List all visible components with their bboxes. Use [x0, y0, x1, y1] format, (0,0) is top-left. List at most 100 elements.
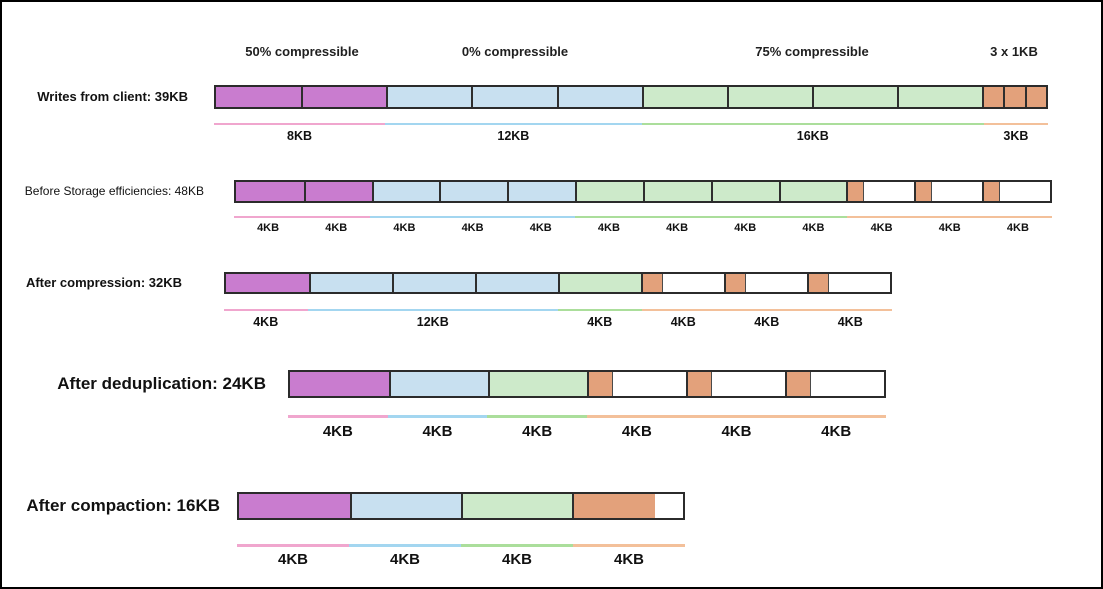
- size-label-writes-from-client: 8KB: [287, 129, 313, 143]
- block-white: [661, 274, 724, 292]
- underline-segment-pink: [214, 123, 386, 125]
- size-label-before-storage-efficiencies: 4KB: [529, 222, 552, 234]
- underline-segment-orange: [641, 309, 892, 311]
- size-label-before-storage-efficiencies: 4KB: [666, 222, 689, 234]
- row-label-before-storage-efficiencies: Before Storage efficiencies: 48KB: [24, 184, 204, 198]
- row-label-after-compression: After compression: 32KB: [25, 275, 182, 290]
- block-blue: [556, 87, 642, 107]
- size-label-before-storage-efficiencies: 4KB: [461, 222, 484, 234]
- block-orange: [572, 494, 656, 518]
- size-label-after-compaction: 4KB: [389, 551, 420, 568]
- size-label-after-deduplication: 4KB: [721, 423, 752, 440]
- block-orange: [1003, 87, 1025, 107]
- block-green: [726, 87, 812, 107]
- size-label-before-storage-efficiencies: 4KB: [802, 222, 825, 234]
- underline-segment-blue: [307, 309, 558, 311]
- size-label-before-storage-efficiencies: 4KB: [938, 222, 961, 234]
- block-green: [488, 372, 587, 396]
- size-label-before-storage-efficiencies: 4KB: [734, 222, 757, 234]
- underline-segment-green: [487, 415, 587, 418]
- bar-after-deduplication: [288, 370, 886, 398]
- block-blue: [475, 274, 558, 292]
- size-label-after-deduplication: 4KB: [422, 423, 453, 440]
- block-blue: [386, 87, 472, 107]
- size-label-before-storage-efficiencies: 4KB: [393, 222, 416, 234]
- block-white: [999, 182, 1050, 201]
- block-orange: [982, 87, 1004, 107]
- block-green: [641, 87, 727, 107]
- size-label-after-compression: 4KB: [253, 315, 279, 329]
- underline-segment-pink: [224, 309, 308, 311]
- size-label-after-compression: 4KB: [670, 315, 696, 329]
- size-label-after-compaction: 4KB: [277, 551, 308, 568]
- size-label-after-compression: 4KB: [754, 315, 780, 329]
- block-purple: [239, 494, 350, 518]
- underline-segment-orange: [586, 415, 886, 418]
- underline-after-deduplication: [288, 415, 886, 418]
- block-green: [642, 182, 711, 201]
- header-50-compressible: 50% compressible: [245, 44, 359, 59]
- block-white: [931, 182, 983, 201]
- block-orange: [846, 182, 864, 201]
- header-75-compressible: 75% compressible: [755, 44, 869, 59]
- block-blue: [507, 182, 576, 201]
- underline-segment-blue: [370, 216, 575, 218]
- underline-before-storage-efficiencies: [234, 216, 1052, 218]
- underline-segment-green: [558, 309, 642, 311]
- block-orange: [807, 274, 828, 292]
- header-3x1kb: 3 x 1KB: [990, 44, 1038, 59]
- size-label-after-deduplication: 4KB: [322, 423, 353, 440]
- block-white: [744, 274, 807, 292]
- size-label-before-storage-efficiencies: 4KB: [870, 222, 893, 234]
- underline-segment-green: [461, 544, 573, 547]
- block-blue: [389, 372, 488, 396]
- size-label-before-storage-efficiencies: 4KB: [325, 222, 348, 234]
- block-orange: [982, 182, 1000, 201]
- size-label-after-compression: 4KB: [587, 315, 613, 329]
- block-white: [710, 372, 785, 396]
- block-blue: [471, 87, 557, 107]
- underline-segment-blue: [349, 544, 461, 547]
- size-label-writes-from-client: 16KB: [796, 129, 829, 143]
- block-orange: [1024, 87, 1046, 107]
- block-white: [809, 372, 884, 396]
- block-white: [827, 274, 890, 292]
- underline-after-compaction: [237, 544, 685, 547]
- underline-segment-pink: [234, 216, 371, 218]
- underline-after-compression: [224, 309, 892, 311]
- block-purple: [216, 87, 302, 107]
- bar-after-compression: [224, 272, 892, 294]
- block-purple: [301, 87, 387, 107]
- block-orange: [785, 372, 810, 396]
- block-green: [558, 274, 641, 292]
- block-orange: [587, 372, 612, 396]
- block-blue: [309, 274, 392, 292]
- size-label-writes-from-client: 12KB: [497, 129, 530, 143]
- block-blue: [350, 494, 461, 518]
- block-white: [611, 372, 686, 396]
- underline-segment-green: [641, 123, 984, 125]
- underline-writes-from-client: [214, 123, 1048, 125]
- block-purple: [290, 372, 389, 396]
- block-orange: [686, 372, 711, 396]
- underline-segment-blue: [385, 123, 642, 125]
- block-orange: [641, 274, 662, 292]
- block-white: [863, 182, 915, 201]
- size-label-after-compression: 4KB: [837, 315, 863, 329]
- block-blue: [439, 182, 508, 201]
- underline-segment-orange: [573, 544, 685, 547]
- block-green: [710, 182, 779, 201]
- header-0-compressible: 0% compressible: [461, 44, 569, 59]
- underline-segment-pink: [288, 415, 388, 418]
- block-orange: [724, 274, 745, 292]
- size-label-before-storage-efficiencies: 4KB: [1006, 222, 1029, 234]
- size-label-before-storage-efficiencies: 4KB: [257, 222, 280, 234]
- row-label-writes-from-client: Writes from client: 39KB: [37, 89, 188, 104]
- size-label-before-storage-efficiencies: 4KB: [597, 222, 620, 234]
- size-label-after-compaction: 4KB: [501, 551, 532, 568]
- block-blue: [392, 274, 475, 292]
- size-label-after-deduplication: 4KB: [621, 423, 652, 440]
- block-green: [575, 182, 643, 201]
- block-orange: [914, 182, 932, 201]
